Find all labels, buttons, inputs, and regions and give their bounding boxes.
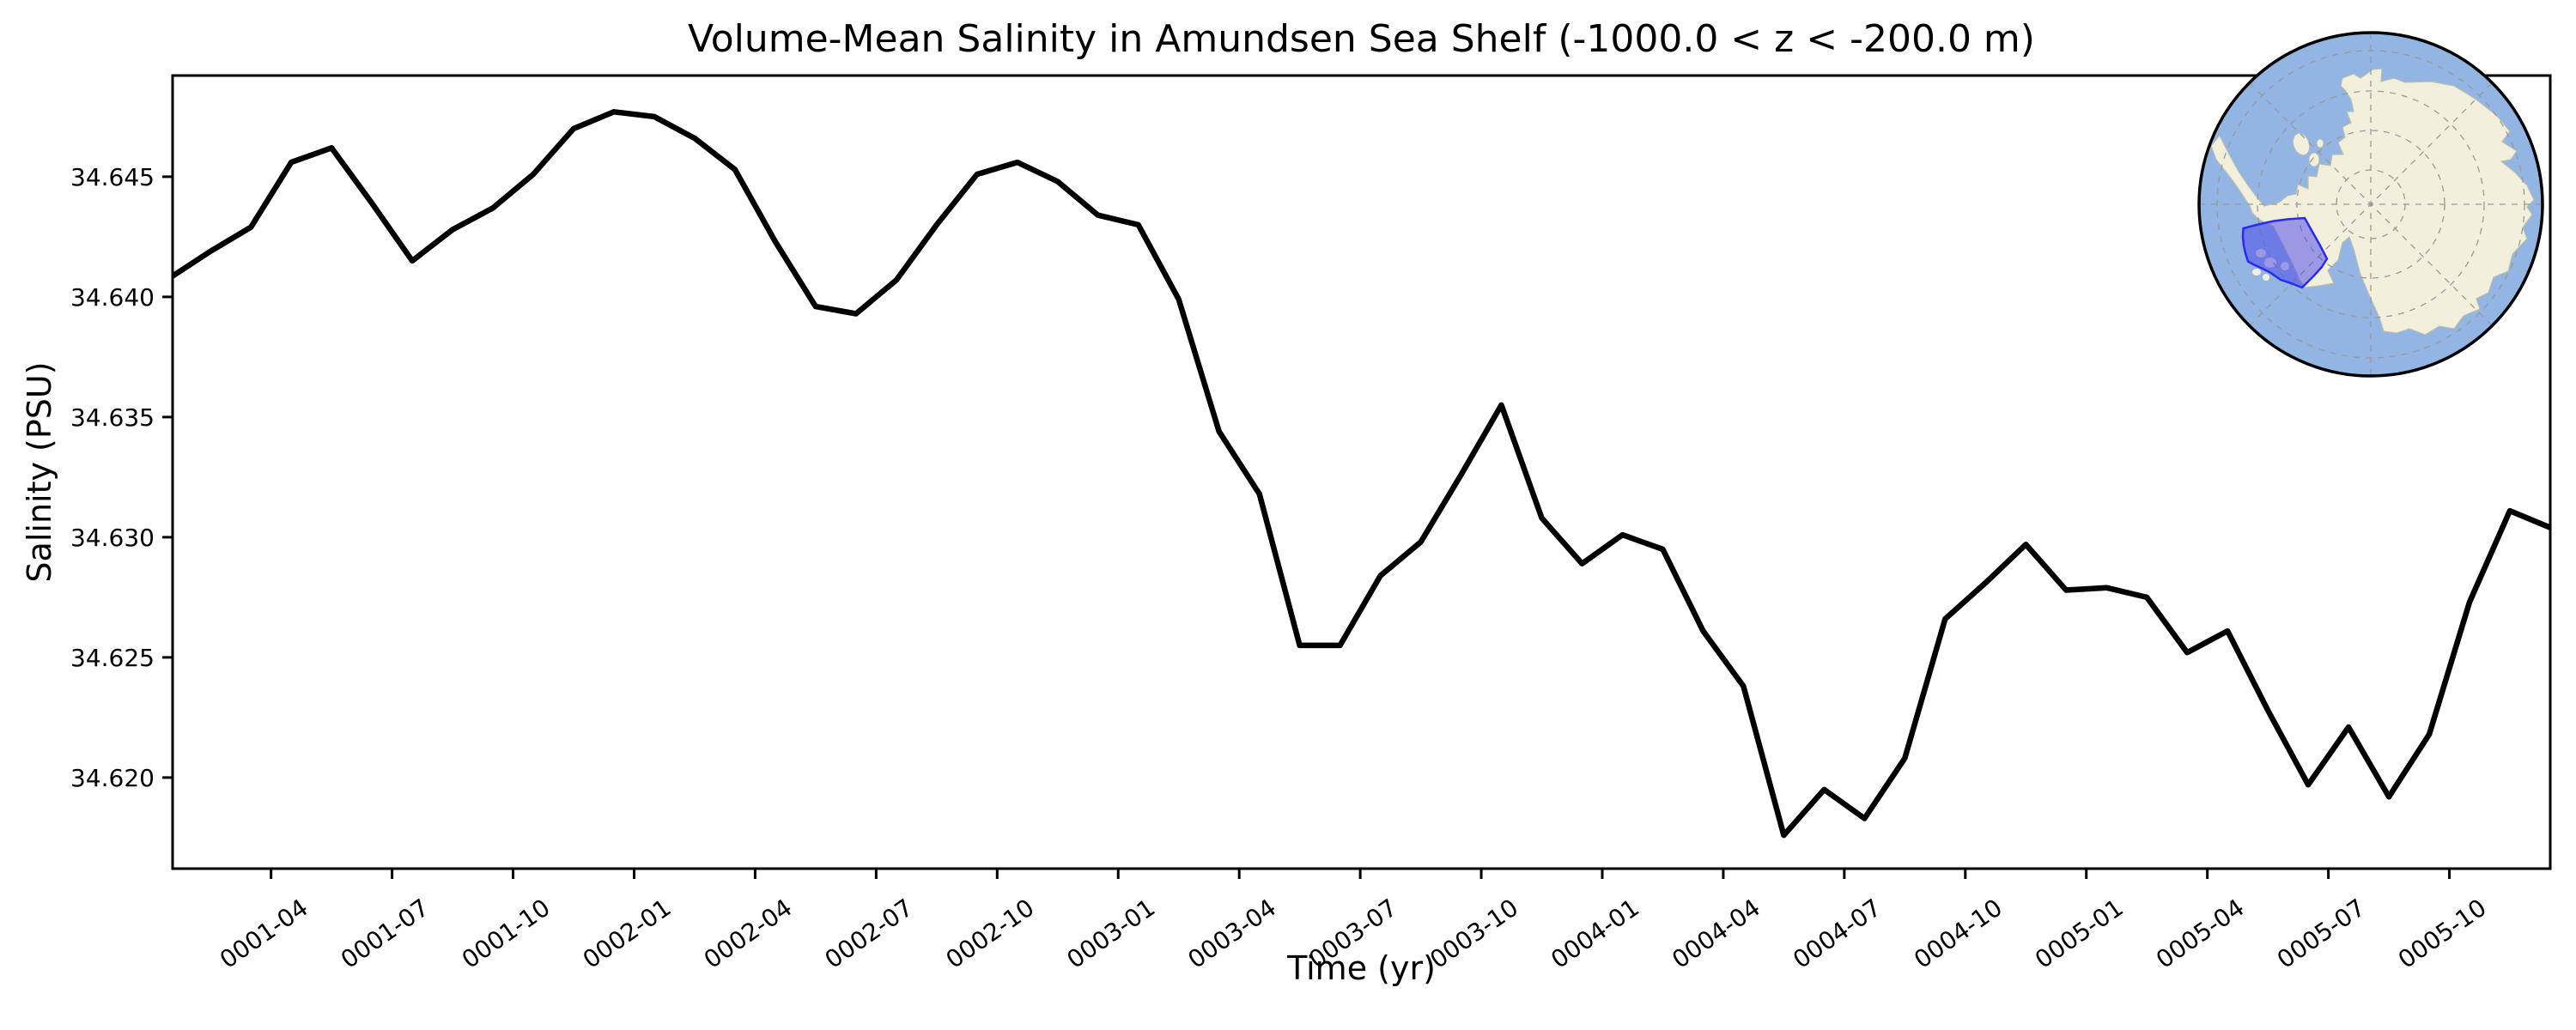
y-tick-label: 34.635	[70, 403, 155, 432]
salinity-series-line	[173, 109, 2550, 839]
antarctica-inset-map	[2197, 31, 2544, 378]
x-tick-label: 0003-01	[1061, 894, 1160, 974]
x-tick-label: 0001-07	[336, 894, 434, 974]
x-tick-label: 0004-04	[1667, 894, 1765, 974]
x-tick-label: 0004-10	[1909, 894, 2008, 974]
y-tick-label: 34.645	[70, 163, 155, 191]
x-tick-label: 0005-01	[2030, 894, 2129, 974]
globe-border	[2197, 31, 2544, 378]
amundsen-sea-shelf-region	[2241, 216, 2329, 289]
x-tick-label: 0002-01	[578, 894, 677, 974]
x-tick-label: 0004-01	[1546, 894, 1644, 974]
chart-title: Volume-Mean Salinity in Amundsen Sea She…	[688, 17, 2035, 61]
x-axis-label: Time (yr)	[1287, 949, 1436, 987]
x-tick-label: 0003-10	[1425, 894, 1523, 974]
x-axis-ticks: 0001-04 0001-07 0001-10 0002-01 0002-04 0002-…	[215, 869, 2492, 974]
x-tick-label: 0001-10	[457, 894, 556, 974]
y-tick-label: 34.640	[70, 283, 155, 312]
graticule-grid	[2199, 33, 2543, 376]
x-tick-label: 0004-07	[1788, 894, 1886, 974]
y-tick-label: 34.630	[70, 524, 155, 552]
x-tick-label: 0003-07	[1303, 894, 1402, 974]
axes-frame	[171, 74, 2552, 870]
x-tick-label: 0005-04	[2151, 894, 2250, 974]
x-tick-label: 0003-04	[1182, 894, 1281, 974]
x-tick-label: 0005-10	[2393, 894, 2492, 974]
y-tick-label: 34.620	[70, 764, 155, 792]
y-tick-label: 34.625	[70, 644, 155, 672]
x-tick-label: 0002-10	[941, 894, 1040, 974]
x-tick-label: 0001-04	[215, 894, 313, 974]
x-tick-label: 0005-07	[2272, 894, 2371, 974]
antarctica-landmass	[2210, 68, 2535, 336]
x-tick-label: 0002-04	[699, 894, 798, 974]
x-tick-label: 0002-07	[820, 894, 919, 974]
y-axis-ticks: 34.620 34.625 34.630 34.635 34.640 34.645	[70, 163, 173, 792]
